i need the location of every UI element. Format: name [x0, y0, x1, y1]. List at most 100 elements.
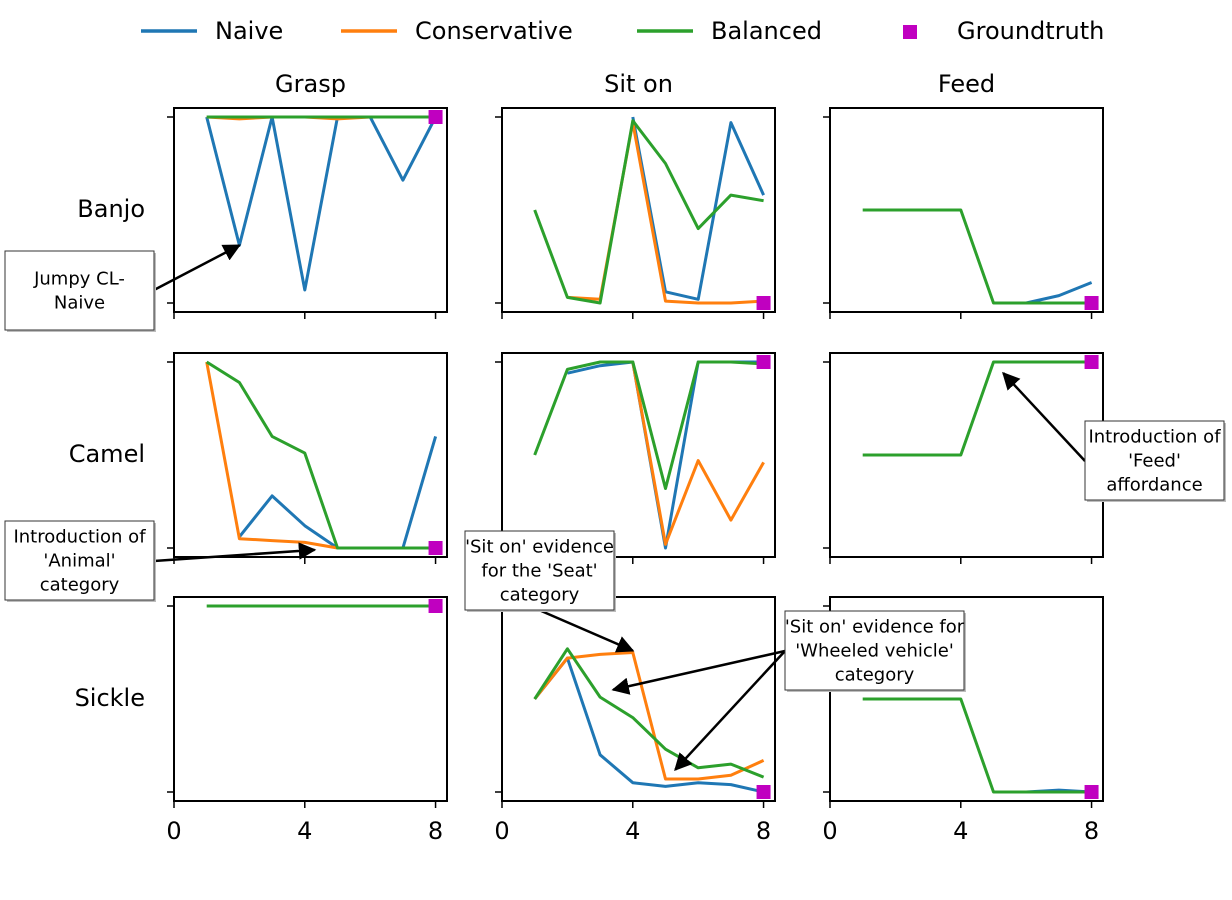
legend: Naive Conservative Balanced Groundtruth [141, 17, 1104, 45]
series-line-naive [1025, 281, 1093, 305]
axes-frame [501, 352, 776, 558]
legend-item-balanced: Balanced [637, 17, 822, 45]
legend-swatch-groundtruth [903, 25, 917, 39]
series-line-balanced [862, 360, 1092, 457]
series-line-naive [238, 435, 438, 550]
annotation-box [4, 250, 155, 331]
panel-banjo-feed [823, 107, 1104, 319]
x-tick-label: 4 [625, 817, 640, 845]
series-line-conservative [631, 361, 765, 546]
groundtruth-marker [1084, 355, 1099, 369]
groundtruth-marker [428, 599, 443, 613]
panel-sickle-grasp: 0 4 8 [166, 596, 448, 845]
x-tick-label: 8 [1084, 817, 1099, 845]
annotation-animal: Introduction of 'Animal' category [4, 520, 317, 602]
annotation-box [464, 530, 615, 611]
annotation-feed: Introduction of 'Feed' affordance [1002, 371, 1226, 502]
x-tick-label: 4 [297, 817, 312, 845]
series-line-naive [205, 115, 437, 292]
x-tick-label: 4 [953, 817, 968, 845]
axes-frame [829, 107, 1104, 313]
panels: 0 4 8 0 4 8 0 4 8 [166, 107, 1104, 845]
legend-label-conservative: Conservative [415, 17, 573, 45]
row-label-sickle: Sickle [75, 684, 145, 712]
annotation-text: 'Animal' [43, 551, 115, 572]
annotations: Jumpy CL- Naive Introduction of 'Animal' cat… [4, 244, 1226, 771]
axes-frame [173, 107, 448, 313]
panel-camel-sit-on [495, 352, 776, 564]
annotation-text: 'Wheeled vehicle' [795, 641, 954, 662]
annotation-text: Introduction of [1088, 427, 1221, 448]
groundtruth-marker [756, 785, 771, 799]
annotation-jumpy: Jumpy CL- Naive [4, 244, 241, 332]
x-tick-label: 8 [756, 817, 771, 845]
row-label-banjo: Banjo [77, 195, 145, 223]
annotation-text: Naive [54, 293, 105, 314]
annotation-arrow [153, 542, 317, 563]
legend-item-groundtruth: Groundtruth [903, 17, 1104, 45]
series-line-balanced [533, 119, 764, 305]
x-tick-label: 0 [494, 817, 509, 845]
groundtruth-marker [428, 110, 443, 124]
groundtruth-marker [1084, 785, 1099, 799]
annotation-arrow [611, 649, 786, 695]
annotation-text: Introduction of [13, 527, 146, 548]
annotation-arrow [153, 244, 241, 292]
annotation-text: 'Sit on' evidence for [785, 617, 965, 638]
panel-camel-grasp [167, 352, 448, 564]
annotation-box [4, 520, 155, 601]
panel-banjo-sit-on [495, 107, 776, 319]
annotation-text: 'Feed' [1128, 451, 1181, 472]
series-line-conservative [205, 361, 436, 550]
groundtruth-marker [756, 296, 771, 310]
series-line-naive [533, 656, 764, 794]
annotation-box [1084, 420, 1225, 501]
panel-sickle-feed: 0 4 8 [822, 596, 1104, 845]
legend-label-naive: Naive [215, 17, 283, 45]
groundtruth-marker [756, 355, 771, 369]
column-title-sit-on: Sit on [604, 70, 673, 98]
annotation-text: Jumpy CL- [33, 269, 125, 290]
series-line-balanced [862, 697, 1092, 794]
x-tick-label: 0 [166, 817, 181, 845]
annotation-box [784, 610, 965, 691]
annotation-arrow [538, 608, 635, 653]
annotation-arrow [674, 650, 786, 771]
annotation-text: category [500, 585, 580, 606]
column-titles: Grasp Sit on Feed [275, 70, 995, 98]
series-line-naive [567, 360, 764, 550]
series-line-balanced [862, 208, 1092, 305]
annotation-seat: 'Sit on' evidence for the 'Seat' category [464, 530, 635, 653]
row-label-camel: Camel [69, 440, 145, 468]
x-tick-label: 8 [428, 817, 443, 845]
groundtruth-marker [1084, 296, 1099, 310]
legend-label-groundtruth: Groundtruth [957, 17, 1104, 45]
panel-camel-feed [823, 352, 1104, 564]
series-line-balanced [205, 360, 436, 550]
column-title-feed: Feed [938, 70, 995, 98]
axes-frame [829, 596, 1104, 802]
legend-item-conservative: Conservative [341, 17, 573, 45]
annotation-text: affordance [1106, 475, 1202, 496]
legend-item-naive: Naive [141, 17, 283, 45]
legend-label-balanced: Balanced [711, 17, 822, 45]
axes-frame [501, 596, 776, 802]
series-line-conservative [533, 651, 765, 781]
annotation-text: category [40, 575, 120, 596]
series-line-balanced [533, 647, 765, 779]
axes-frame [501, 107, 776, 313]
annotation-wheeled: 'Sit on' evidence for 'Wheeled vehicle' ca… [611, 610, 966, 771]
panel-sickle-sit-on: 0 4 8 [494, 596, 776, 845]
x-tick-label: 0 [822, 817, 837, 845]
column-title-grasp: Grasp [275, 70, 346, 98]
series-line-balanced [533, 360, 764, 490]
annotation-arrow [1002, 371, 1086, 462]
panel-banjo-grasp [167, 107, 448, 319]
annotation-text: for the 'Seat' [481, 561, 597, 582]
groundtruth-marker [428, 541, 443, 555]
axes-frame [173, 352, 448, 558]
annotation-text: category [835, 665, 915, 686]
axes-frame [173, 596, 448, 802]
series-line-conservative [567, 121, 764, 305]
